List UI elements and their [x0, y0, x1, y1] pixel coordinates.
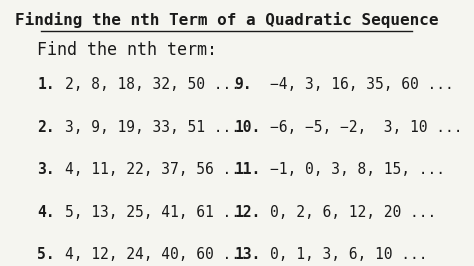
Text: 1.: 1. — [37, 77, 55, 92]
Text: 11.: 11. — [234, 162, 261, 177]
Text: 2.: 2. — [37, 120, 55, 135]
Text: 2, 8, 18, 32, 50 ...: 2, 8, 18, 32, 50 ... — [65, 77, 240, 92]
Text: −1, 0, 3, 8, 15, ...: −1, 0, 3, 8, 15, ... — [270, 162, 445, 177]
Text: 5, 13, 25, 41, 61 ...: 5, 13, 25, 41, 61 ... — [65, 205, 249, 220]
Text: −4, 3, 16, 35, 60 ...: −4, 3, 16, 35, 60 ... — [270, 77, 454, 92]
Text: 4.: 4. — [37, 205, 55, 220]
Text: 0, 2, 6, 12, 20 ...: 0, 2, 6, 12, 20 ... — [270, 205, 436, 220]
Text: 13.: 13. — [234, 247, 261, 262]
Text: Finding the nth Term of a Quadratic Sequence: Finding the nth Term of a Quadratic Sequ… — [15, 12, 438, 28]
Text: 9.: 9. — [234, 77, 252, 92]
Text: −6, −5, −2,  3, 10 ...: −6, −5, −2, 3, 10 ... — [270, 120, 462, 135]
Text: 12.: 12. — [234, 205, 261, 220]
Text: 4, 11, 22, 37, 56 ...: 4, 11, 22, 37, 56 ... — [65, 162, 249, 177]
Text: 4, 12, 24, 40, 60 ...: 4, 12, 24, 40, 60 ... — [65, 247, 249, 262]
Text: Find the nth term:: Find the nth term: — [37, 41, 218, 59]
Text: 10.: 10. — [234, 120, 261, 135]
Text: 3, 9, 19, 33, 51 ...: 3, 9, 19, 33, 51 ... — [65, 120, 240, 135]
Text: 5.: 5. — [37, 247, 55, 262]
Text: 3.: 3. — [37, 162, 55, 177]
Text: 0, 1, 3, 6, 10 ...: 0, 1, 3, 6, 10 ... — [270, 247, 427, 262]
